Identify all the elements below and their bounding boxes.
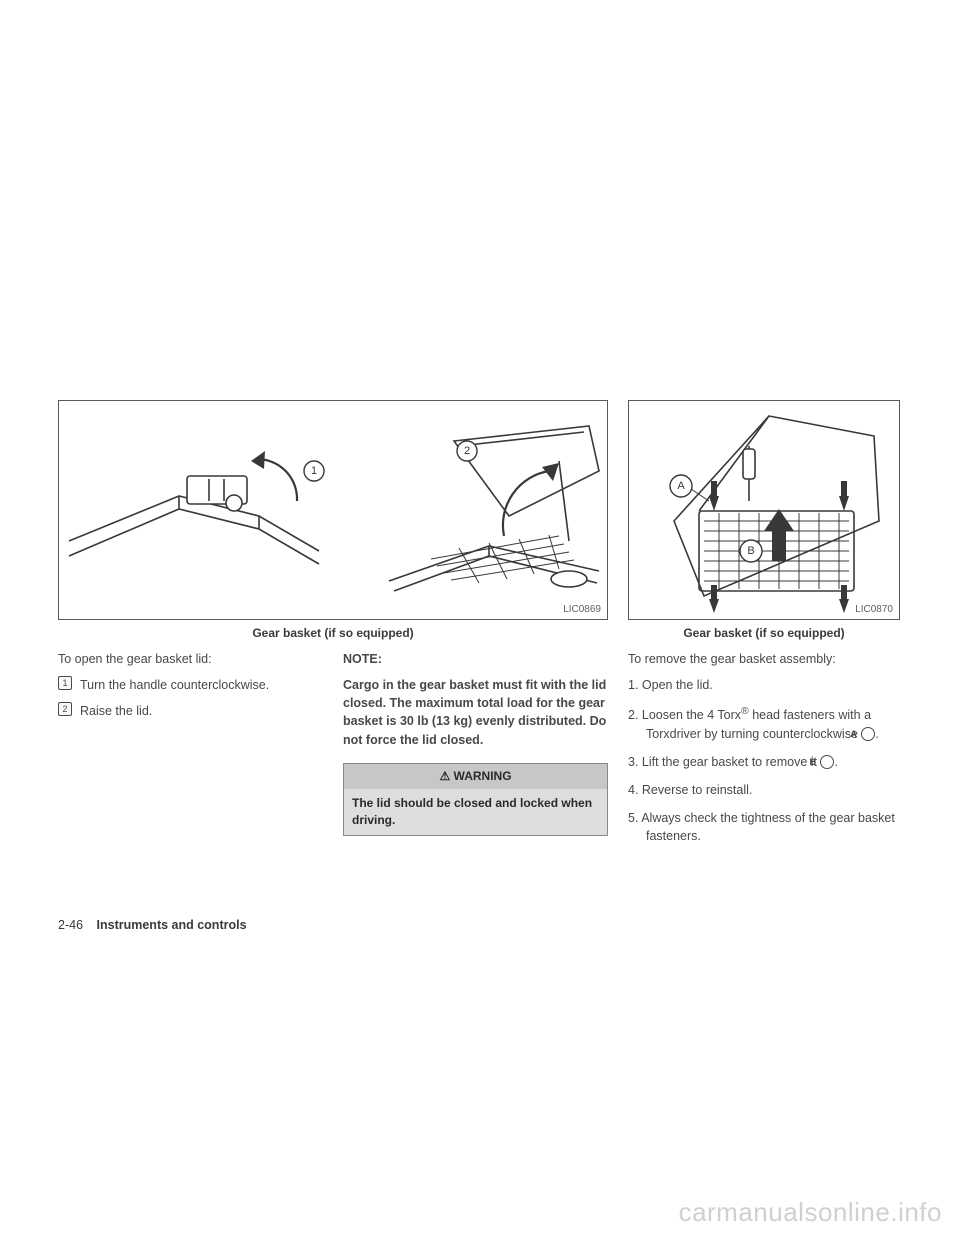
page-footer: 2-46 Instruments and controls [58, 918, 247, 932]
warning-icon: ⚠ [439, 769, 453, 783]
figure-right-block: A B LIC0870 Gear basket (if so equipped) [628, 400, 900, 640]
col1-step-2: 2 Raise the lid. [58, 702, 323, 720]
col3-step-5: 5. Always check the tightness of the gea… [628, 809, 900, 845]
column-2: NOTE: Cargo in the gear basket must fit … [343, 650, 608, 855]
note-body: Cargo in the gear basket must fit with t… [343, 676, 608, 749]
col3-step-1: 1. Open the lid. [628, 676, 900, 694]
ref-A-icon: A [861, 727, 875, 741]
col1-step2-text: Raise the lid. [80, 702, 152, 720]
period-2: . [834, 755, 837, 769]
callout-B: B [747, 545, 754, 557]
reg-mark: ® [741, 706, 749, 717]
callout-A: A [677, 480, 685, 492]
step-marker-1: 1 [58, 676, 72, 690]
figure-right-code: LIC0870 [855, 604, 893, 615]
figure-left-caption: Gear basket (if so equipped) [58, 626, 608, 640]
figure-left-block: 1 [58, 400, 608, 640]
warning-box: ⚠ WARNING The lid should be closed and l… [343, 763, 608, 836]
text-columns: To open the gear basket lid: 1 Turn the … [58, 650, 902, 855]
figure-right: A B LIC0870 [628, 400, 900, 620]
col1-step-1: 1 Turn the handle counterclockwise. [58, 676, 323, 694]
figure-left-code: LIC0869 [563, 604, 601, 615]
ref-B-icon: B [820, 755, 834, 769]
page-number: 2-46 [58, 918, 83, 932]
warning-heading: ⚠ WARNING [344, 764, 607, 789]
page-content: 1 [58, 400, 902, 855]
col3-intro: To remove the gear basket assembly: [628, 650, 900, 668]
col1-intro: To open the gear basket lid: [58, 650, 323, 668]
figure-row: 1 [58, 400, 902, 640]
callout-1: 1 [311, 465, 317, 477]
figure-right-art: A B [629, 401, 901, 621]
note-label: NOTE: [343, 650, 608, 668]
col3-steps: 1. Open the lid. 2. Loosen the 4 Torx® h… [628, 676, 900, 845]
col3-step3a: 3. Lift the gear basket to remove it [628, 755, 820, 769]
col3-step2a: 2. Loosen the 4 Torx [628, 708, 741, 722]
warning-body: The lid should be closed and locked when… [344, 789, 607, 835]
col3-step-3: 3. Lift the gear basket to remove it B. [628, 753, 900, 771]
section-title: Instruments and controls [97, 918, 247, 932]
warning-head-text: WARNING [454, 769, 512, 783]
watermark: carmanualsonline.info [679, 1197, 942, 1228]
col1-steps: 1 Turn the handle counterclockwise. 2 Ra… [58, 676, 323, 720]
step-marker-2: 2 [58, 702, 72, 716]
column-1: To open the gear basket lid: 1 Turn the … [58, 650, 323, 855]
col3-step-2: 2. Loosen the 4 Torx® head fasteners wit… [628, 704, 900, 742]
figure-right-caption: Gear basket (if so equipped) [628, 626, 900, 640]
col3-step-4: 4. Reverse to reinstall. [628, 781, 900, 799]
col1-step1-text: Turn the handle counterclockwise. [80, 676, 269, 694]
period-1: . [875, 727, 878, 741]
figure-left-art: 1 [59, 401, 609, 621]
column-3: To remove the gear basket assembly: 1. O… [628, 650, 900, 855]
figure-left: 1 [58, 400, 608, 620]
callout-2: 2 [464, 445, 470, 457]
